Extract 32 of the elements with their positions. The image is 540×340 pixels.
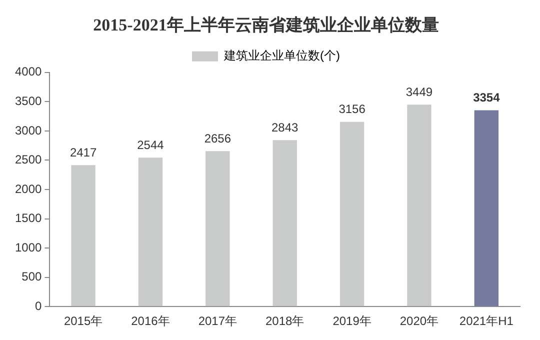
x-tick-label: 2020年 — [400, 314, 439, 328]
x-tick-label: 2017年 — [198, 314, 238, 328]
bar — [407, 104, 432, 306]
y-tick-label: 2000 — [14, 182, 42, 196]
data-label: 2656 — [204, 131, 232, 146]
y-tick-label: 0 — [35, 298, 42, 313]
x-tick-label: 2018年 — [265, 314, 304, 328]
y-tick-label: 3500 — [14, 94, 42, 108]
y-tick-label: 2500 — [14, 152, 42, 167]
bar — [206, 151, 230, 306]
data-label: 3354 — [473, 90, 500, 105]
x-tick-label: 2016年 — [131, 314, 170, 328]
bar — [71, 165, 96, 306]
y-tick-label: 500 — [22, 270, 42, 284]
data-label: 3449 — [406, 84, 433, 99]
y-tick-label: 3000 — [14, 123, 42, 138]
bar — [340, 122, 364, 306]
x-tick-label: 2021年H1 — [459, 314, 514, 328]
x-tick-label: 2019年 — [332, 314, 372, 328]
y-tick-label: 4000 — [14, 64, 42, 79]
data-label: 2544 — [137, 138, 164, 152]
bar — [138, 158, 163, 306]
x-tick-label: 2015年 — [64, 314, 103, 328]
legend-label: 建筑业企业单位数(个) — [223, 48, 340, 63]
data-label: 2843 — [271, 120, 299, 134]
data-label: 3156 — [338, 102, 366, 116]
bar — [272, 140, 297, 306]
y-tick-label: 1500 — [14, 211, 42, 226]
y-tick-label: 1000 — [14, 240, 42, 254]
bar — [474, 110, 498, 306]
data-label: 2417 — [70, 145, 97, 160]
chart-title: 2015-2021年上半年云南省建筑业企业单位数量 — [93, 16, 439, 35]
